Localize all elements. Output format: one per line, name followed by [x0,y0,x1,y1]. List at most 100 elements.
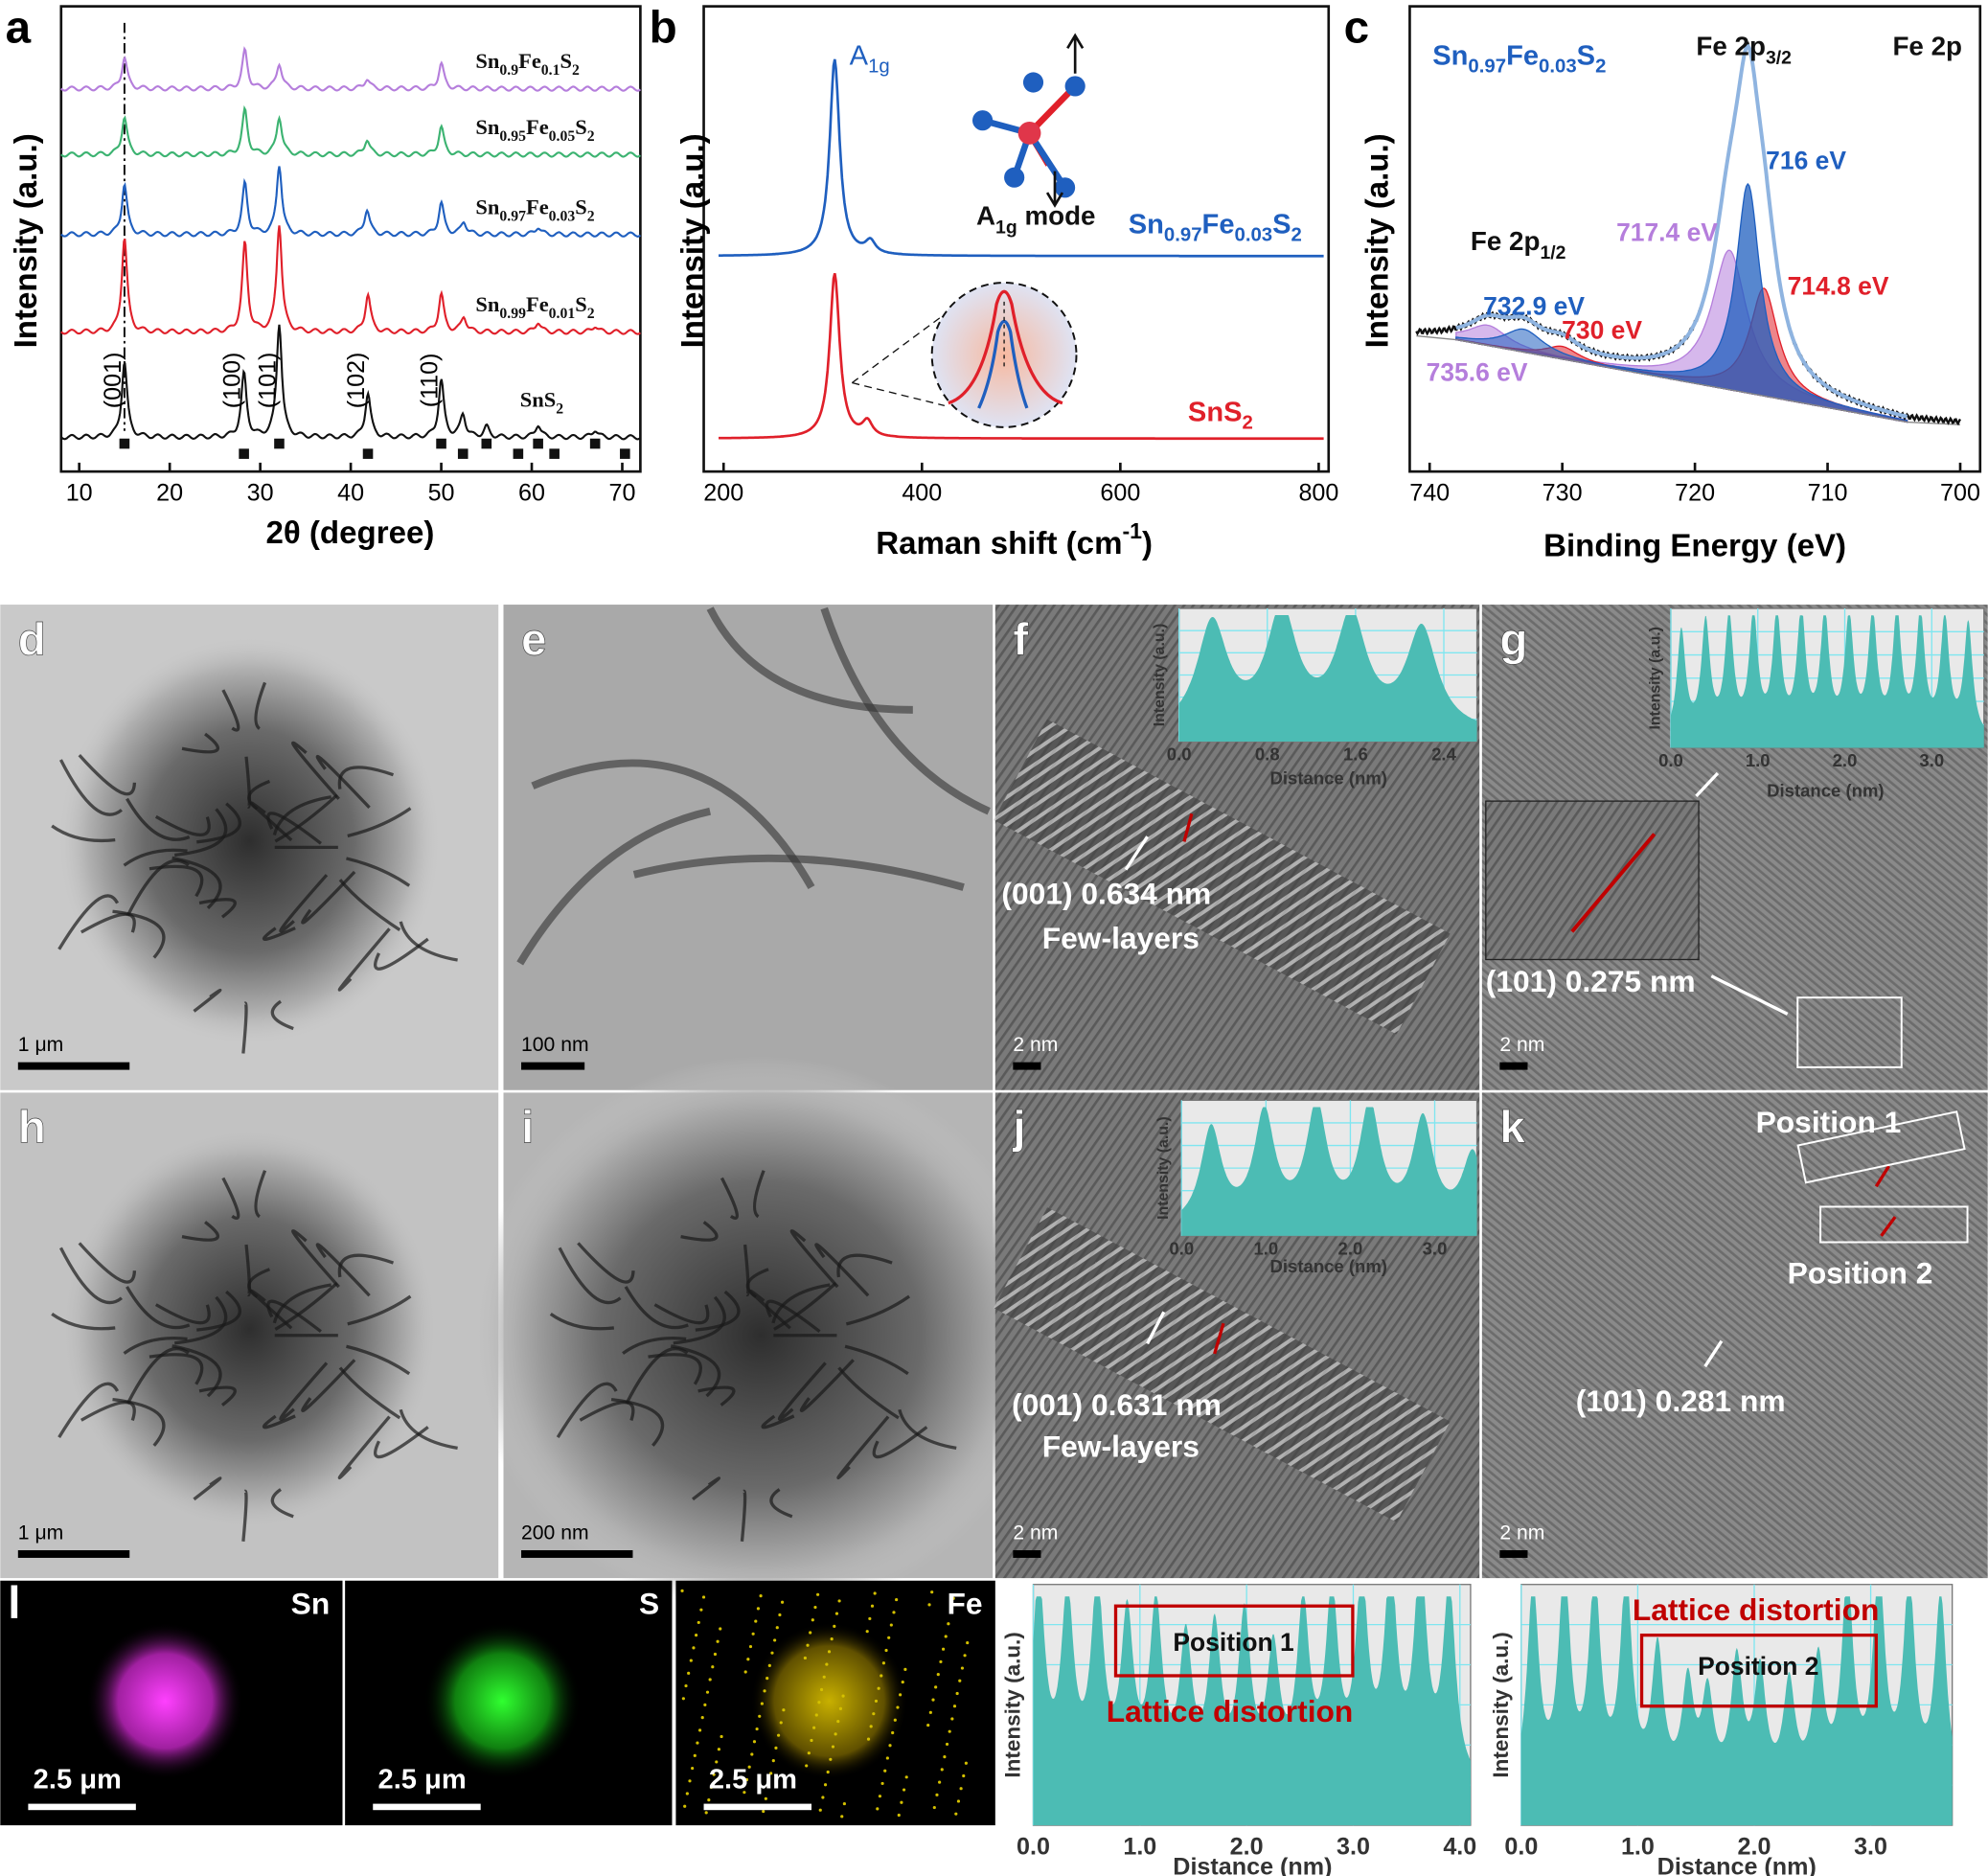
flake [695,1290,741,1332]
dot [951,1596,955,1600]
intensity-profile [1178,615,1477,742]
hkl-label: (102) [343,353,370,409]
dot [834,1732,837,1736]
flake [221,1177,240,1220]
scale-bar [703,1803,811,1811]
dot [892,1611,896,1614]
dot [926,1723,930,1727]
scale-bar [373,1803,481,1811]
x-tick-label: 0.0 [1658,750,1683,770]
annotation: Position 2 [1788,1255,1933,1290]
y-axis-label: Intensity (a.u.) [1647,627,1663,730]
reference-marker [362,448,374,459]
dot [827,1650,832,1654]
component-label: 732.9 eV [1483,291,1585,320]
scale-label: 100 nm [521,1034,589,1056]
flake [337,927,391,992]
flake [154,1303,211,1325]
dot [764,1796,767,1800]
dot [681,1697,685,1701]
x-tick-label: 40 [337,480,364,507]
flake [174,1295,228,1345]
x-tick-label: 740 [1409,480,1450,507]
dot [885,1756,889,1760]
xrd-pattern [60,104,642,158]
flake [771,1283,831,1324]
flake [632,854,965,891]
dot [704,1811,708,1815]
dot [751,1632,755,1636]
annotation: Few-layers [1042,921,1200,955]
particle [58,1126,440,1532]
flake [78,1242,137,1284]
dot [880,1781,884,1786]
scale-bar [17,1062,130,1070]
dot [719,1627,722,1631]
intensity-profile [1033,1596,1471,1826]
dot [927,1603,931,1607]
y-axis-label: Intensity (a.u.) [675,133,711,348]
x-axis-label: Distance (nm) [1173,1854,1332,1876]
dot [960,1666,965,1670]
dot [888,1744,892,1748]
x-axis-label: Distance (nm) [1657,1854,1817,1876]
panel-tag: h [18,1103,46,1154]
dot [938,1780,942,1784]
dot [895,1598,899,1602]
flake [266,1299,322,1334]
flake [399,921,458,962]
flake [123,1337,188,1355]
dot [701,1595,706,1599]
hkl-label: (101) [255,353,282,409]
zoom-blue [977,319,1029,409]
reference-marker [513,448,524,459]
flake [196,802,241,844]
dot [893,1718,897,1722]
dot [952,1704,957,1708]
region-box [1819,1205,1969,1244]
hkl-label: (100) [219,353,246,409]
dot [743,1791,746,1795]
region-box [1796,996,1903,1068]
x-tick-label: 2.0 [1833,750,1858,770]
lattice-band [994,719,1451,1035]
x-tick-label: 200 [703,480,743,507]
x-tick-label: 2.0 [1230,1834,1264,1861]
panel-tag: e [521,614,546,665]
peak-label: Fe 2p1/2 [1471,226,1566,263]
dot [771,1759,775,1763]
dot [766,1784,770,1788]
atom-center [1017,122,1041,145]
dot [947,1622,950,1626]
panel-tag: i [521,1103,534,1154]
dot [901,1680,904,1684]
dot [830,1637,834,1641]
dot [842,1802,846,1806]
y-axis-label: Intensity (a.u.) [1152,624,1168,727]
dot [778,1613,782,1617]
dot [964,1761,968,1765]
dot [950,1717,954,1721]
dot [903,1667,907,1671]
scale-bar [28,1803,136,1811]
scale-label: 1 μm [18,1521,63,1544]
dot [944,1635,948,1638]
flake [272,795,331,836]
dot [812,1726,816,1729]
dot [715,1760,719,1764]
flake [198,1385,237,1407]
dot [941,1647,946,1651]
inset-image [1485,800,1700,961]
flake [254,1170,267,1219]
dot [817,1701,821,1704]
x-axis-label: Distance (nm) [1767,781,1884,801]
reference-marker [620,448,630,459]
dot [813,1605,817,1610]
dot [943,1755,947,1759]
x-tick-label: 2.4 [1431,744,1456,764]
x-tick-label: 4.0 [1443,1834,1476,1861]
flake [221,689,240,732]
flake [789,1229,839,1289]
hkl-label: (110) [417,353,444,407]
